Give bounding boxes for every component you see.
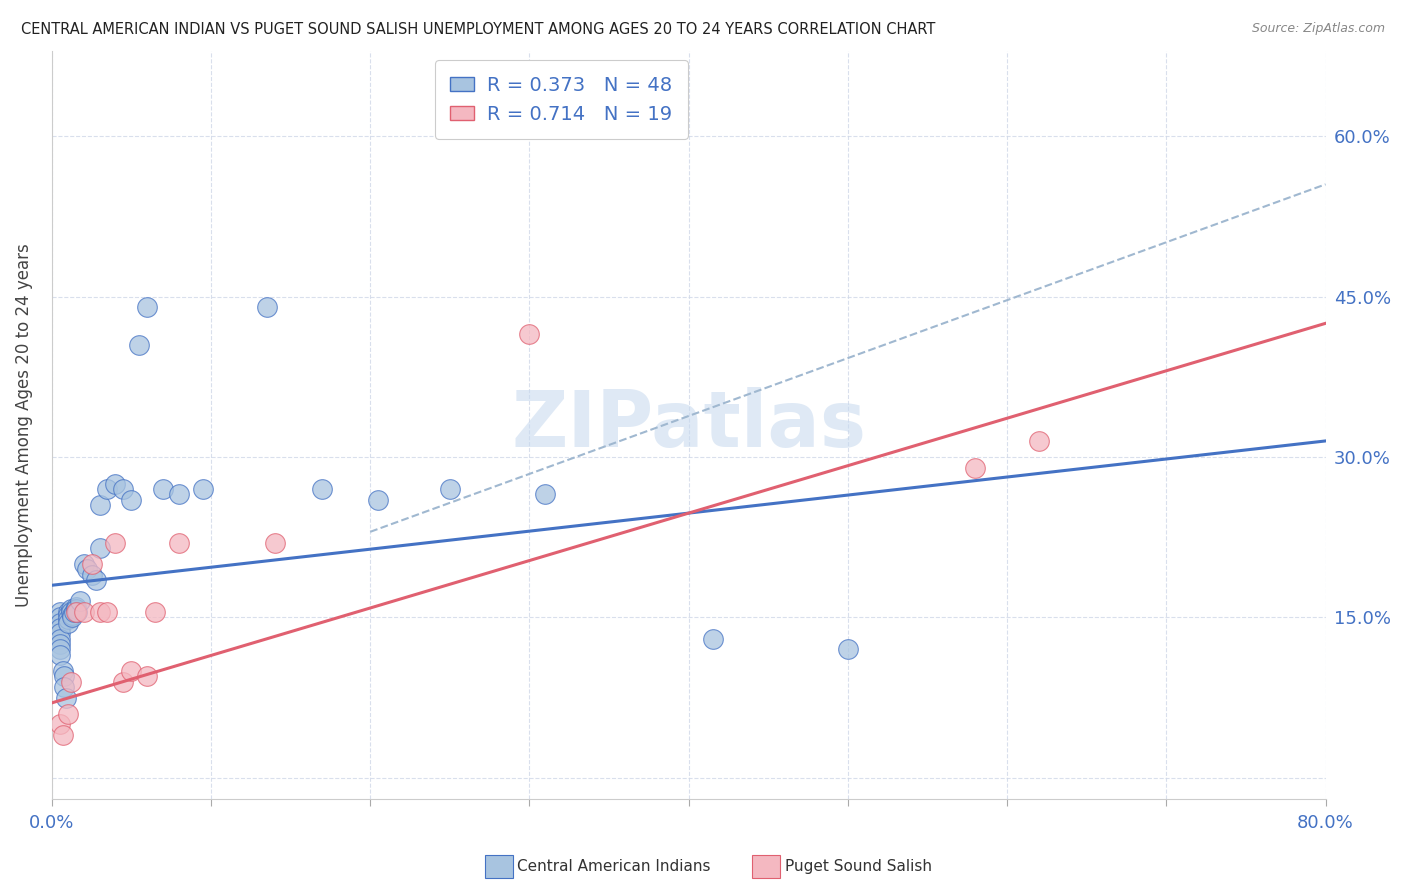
- Point: [120, 664, 142, 678]
- Point: [53, 680, 76, 694]
- Point: [96, 482, 118, 496]
- Point: [367, 492, 389, 507]
- Text: Puget Sound Salish: Puget Sound Salish: [785, 859, 932, 873]
- Point: [120, 492, 142, 507]
- Point: [55, 690, 77, 705]
- Point: [48, 632, 70, 646]
- Point: [65, 599, 87, 614]
- Point: [311, 482, 333, 496]
- Point: [62, 608, 84, 623]
- Point: [80, 557, 103, 571]
- Point: [76, 562, 98, 576]
- Point: [256, 300, 278, 314]
- Point: [191, 482, 214, 496]
- Point: [128, 337, 150, 351]
- Point: [69, 594, 91, 608]
- Point: [53, 669, 76, 683]
- Point: [56, 608, 79, 623]
- Point: [112, 482, 135, 496]
- Point: [65, 602, 87, 616]
- Point: [48, 717, 70, 731]
- Point: [263, 535, 285, 549]
- Point: [59, 602, 82, 616]
- Point: [66, 605, 89, 619]
- Point: [72, 605, 94, 619]
- Point: [48, 648, 70, 662]
- Point: [62, 610, 84, 624]
- Point: [48, 626, 70, 640]
- Point: [56, 613, 79, 627]
- Point: [136, 669, 159, 683]
- Y-axis label: Unemployment Among Ages 20 to 24 years: Unemployment Among Ages 20 to 24 years: [15, 243, 32, 607]
- Point: [519, 326, 541, 341]
- Point: [439, 482, 461, 496]
- Point: [837, 642, 859, 657]
- Legend: R = 0.373   N = 48, R = 0.714   N = 19: R = 0.373 N = 48, R = 0.714 N = 19: [434, 61, 688, 139]
- Point: [965, 460, 987, 475]
- Text: Central American Indians: Central American Indians: [517, 859, 711, 873]
- Text: CENTRAL AMERICAN INDIAN VS PUGET SOUND SALISH UNEMPLOYMENT AMONG AGES 20 TO 24 Y: CENTRAL AMERICAN INDIAN VS PUGET SOUND S…: [21, 22, 935, 37]
- Point: [80, 567, 103, 582]
- Point: [56, 605, 79, 619]
- Point: [63, 605, 86, 619]
- Point: [56, 615, 79, 630]
- Point: [104, 476, 127, 491]
- Point: [48, 615, 70, 630]
- Point: [89, 605, 111, 619]
- Point: [534, 487, 557, 501]
- Point: [702, 632, 724, 646]
- Point: [167, 535, 190, 549]
- Text: Source: ZipAtlas.com: Source: ZipAtlas.com: [1251, 22, 1385, 36]
- Point: [56, 706, 79, 721]
- Point: [59, 605, 82, 619]
- Point: [143, 605, 166, 619]
- Point: [52, 664, 75, 678]
- Point: [52, 728, 75, 742]
- Point: [89, 541, 111, 555]
- Point: [72, 557, 94, 571]
- Point: [96, 605, 118, 619]
- Point: [48, 610, 70, 624]
- Point: [152, 482, 174, 496]
- Point: [136, 300, 159, 314]
- Point: [59, 674, 82, 689]
- Point: [86, 573, 108, 587]
- Point: [1028, 434, 1050, 448]
- Point: [112, 674, 135, 689]
- Point: [167, 487, 190, 501]
- Point: [48, 642, 70, 657]
- Text: ZIPatlas: ZIPatlas: [512, 387, 866, 463]
- Point: [48, 605, 70, 619]
- Point: [65, 605, 87, 619]
- Point: [48, 621, 70, 635]
- Point: [104, 535, 127, 549]
- Point: [89, 498, 111, 512]
- Point: [48, 637, 70, 651]
